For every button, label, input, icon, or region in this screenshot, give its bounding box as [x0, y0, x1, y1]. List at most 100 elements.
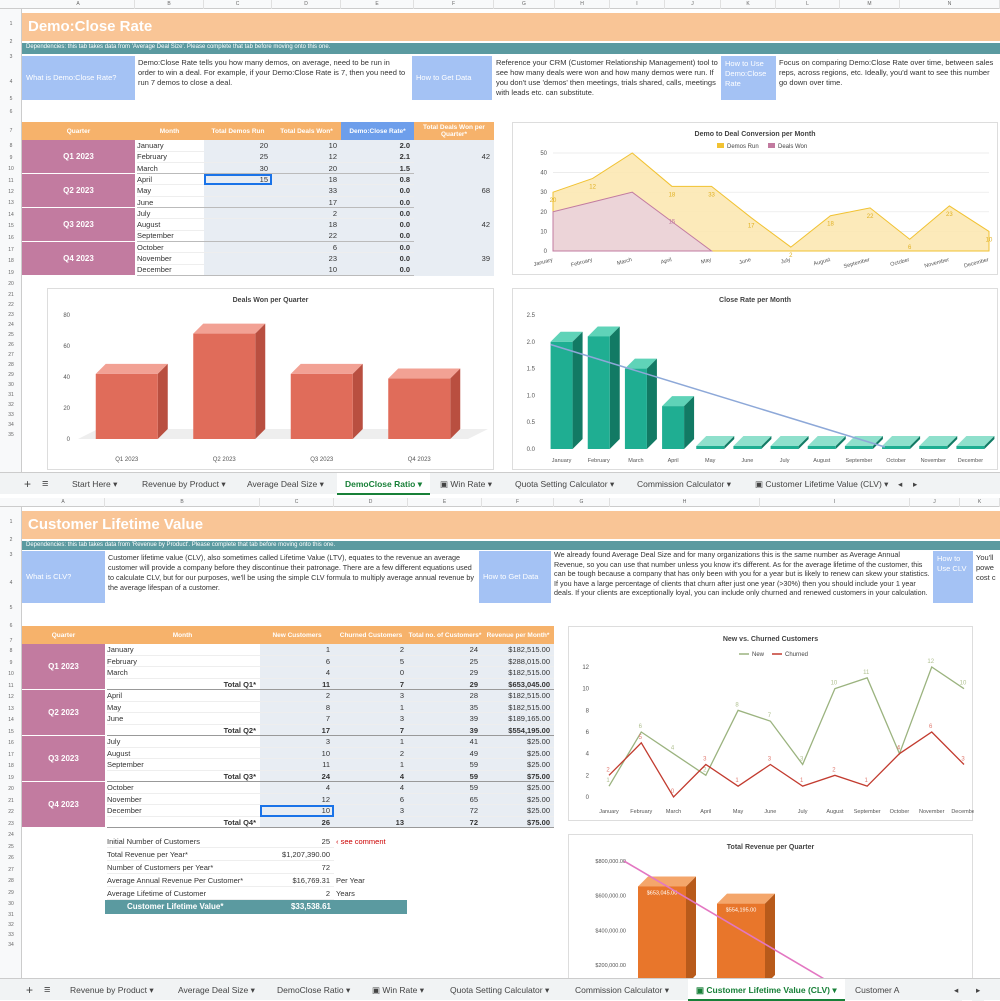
new-cell[interactable]: 10	[260, 747, 334, 759]
column-header[interactable]: G	[554, 498, 610, 507]
revenue-cell[interactable]: $25.00	[482, 759, 554, 771]
scroll-right-icon[interactable]: ▸	[913, 479, 918, 489]
churned-cell[interactable]: 3	[334, 713, 408, 725]
row-header[interactable]: 7	[9, 128, 13, 134]
row-header[interactable]: 16	[8, 235, 14, 241]
column-header[interactable]: M	[840, 0, 900, 9]
row-header[interactable]: 3	[9, 54, 13, 60]
total-customers-cell[interactable]: 35	[408, 701, 482, 713]
rate-cell[interactable]: 0.0	[341, 241, 414, 254]
row-header[interactable]: 34	[8, 422, 14, 428]
row-header[interactable]: 15	[8, 729, 14, 735]
tab-quota-setting[interactable]: Quota Setting Calculator ▾	[515, 479, 615, 489]
churned-cell[interactable]: 1	[334, 759, 408, 771]
total-customers-cell[interactable]: 29	[408, 667, 482, 679]
rate-cell[interactable]: 0.0	[341, 219, 414, 231]
row-header[interactable]: 29	[8, 372, 14, 378]
row-header[interactable]: 33	[8, 932, 14, 938]
churned-cell[interactable]: 3	[334, 690, 408, 702]
column-header[interactable]: H	[610, 498, 760, 507]
row-header[interactable]: 3	[9, 552, 13, 558]
rate-cell[interactable]: 1.5	[341, 162, 414, 175]
row-header[interactable]: 6	[9, 623, 13, 629]
column-header[interactable]: J	[665, 0, 721, 9]
row-header[interactable]: 4	[9, 79, 13, 85]
column-header[interactable]: A	[22, 0, 135, 9]
revenue-cell[interactable]: $25.00	[482, 736, 554, 748]
row-header[interactable]: 26	[8, 342, 14, 348]
total-customers-cell[interactable]: 65	[408, 793, 482, 805]
row-header[interactable]: 30	[8, 901, 14, 907]
demos-cell[interactable]	[204, 207, 272, 220]
revenue-cell[interactable]: $25.00	[482, 793, 554, 805]
new-cell[interactable]: 2	[260, 690, 334, 702]
column-header[interactable]: C	[260, 498, 334, 507]
churned-cell[interactable]: 13	[334, 816, 408, 828]
row-header[interactable]: 4	[9, 580, 13, 586]
summary-value[interactable]: $1,207,390.00	[260, 849, 334, 861]
new-cell[interactable]: 6	[260, 655, 334, 667]
tab-start-here[interactable]: Start Here ▾	[72, 479, 118, 489]
quarter-won-cell[interactable]: 42	[414, 140, 494, 174]
row-header[interactable]: 28	[8, 878, 14, 884]
revenue-cell[interactable]: $554,195.00	[482, 724, 554, 736]
scroll-right-icon[interactable]: ▸	[972, 979, 985, 1001]
column-header[interactable]: N	[900, 0, 1000, 9]
row-header[interactable]: 19	[8, 775, 14, 781]
row-header[interactable]: 34	[8, 942, 14, 948]
demos-cell[interactable]	[204, 219, 272, 231]
row-header[interactable]: 1	[9, 519, 13, 525]
won-cell[interactable]: 18	[272, 173, 341, 186]
row-header[interactable]: 8	[9, 143, 13, 149]
row-header[interactable]: 2	[9, 537, 13, 543]
new-cell[interactable]: 1	[260, 644, 334, 656]
row-header[interactable]: 10	[8, 671, 14, 677]
row-header[interactable]: 19	[8, 270, 14, 276]
column-header[interactable]: J	[910, 498, 960, 507]
tab-revenue-by-product[interactable]: Revenue by Product ▾	[142, 479, 226, 489]
row-header[interactable]: 10	[8, 166, 14, 172]
all-sheets-icon[interactable]: ≡	[44, 984, 51, 996]
demos-cell[interactable]: 30	[204, 162, 272, 175]
column-header[interactable]: A	[22, 498, 105, 507]
won-cell[interactable]: 33	[272, 185, 341, 197]
column-header[interactable]: D	[334, 498, 408, 507]
row-header[interactable]: 14	[8, 212, 14, 218]
won-cell[interactable]: 20	[272, 162, 341, 175]
column-header[interactable]: G	[494, 0, 555, 9]
row-header[interactable]: 20	[8, 281, 14, 287]
quarter-won-cell[interactable]: 68	[414, 173, 494, 208]
demos-cell[interactable]: 15	[204, 173, 272, 186]
tab-average-deal-size[interactable]: Average Deal Size ▾	[178, 985, 255, 995]
won-cell[interactable]: 23	[272, 253, 341, 265]
rate-cell[interactable]: 0.0	[341, 185, 414, 197]
column-header[interactable]: F	[414, 0, 494, 9]
row-header[interactable]: 9	[9, 660, 13, 666]
total-customers-cell[interactable]: 59	[408, 770, 482, 782]
new-cell[interactable]: 12	[260, 793, 334, 805]
add-sheet-icon[interactable]: +	[26, 983, 34, 997]
revenue-cell[interactable]: $25.00	[482, 805, 554, 817]
tab-customer-lifetime-value[interactable]: ▣ Customer Lifetime Value (CLV) ▾	[755, 479, 889, 489]
demos-cell[interactable]	[204, 196, 272, 208]
churned-cell[interactable]: 5	[334, 655, 408, 667]
row-header[interactable]: 31	[8, 392, 14, 398]
summary-value[interactable]: $16,769.31	[260, 875, 334, 887]
column-header[interactable]: I	[760, 498, 910, 507]
won-cell[interactable]: 6	[272, 241, 341, 254]
row-header[interactable]: 7	[9, 638, 13, 644]
tab-revenue-by-product[interactable]: Revenue by Product ▾	[70, 985, 154, 995]
row-header[interactable]: 11	[8, 178, 14, 184]
row-header[interactable]: 17	[8, 247, 14, 253]
row-header[interactable]: 17	[8, 752, 14, 758]
won-cell[interactable]: 10	[272, 264, 341, 276]
demos-cell[interactable]	[204, 185, 272, 197]
churned-cell[interactable]: 4	[334, 782, 408, 794]
scroll-left-icon[interactable]: ◂	[950, 979, 963, 1001]
demos-cell[interactable]	[204, 264, 272, 276]
new-cell[interactable]: 17	[260, 724, 334, 736]
all-sheets-icon[interactable]: ≡	[42, 478, 49, 490]
tab-commission-calculator[interactable]: Commission Calculator ▾	[637, 479, 732, 489]
row-header[interactable]: 5	[9, 96, 13, 102]
row-header[interactable]: 21	[8, 292, 14, 298]
